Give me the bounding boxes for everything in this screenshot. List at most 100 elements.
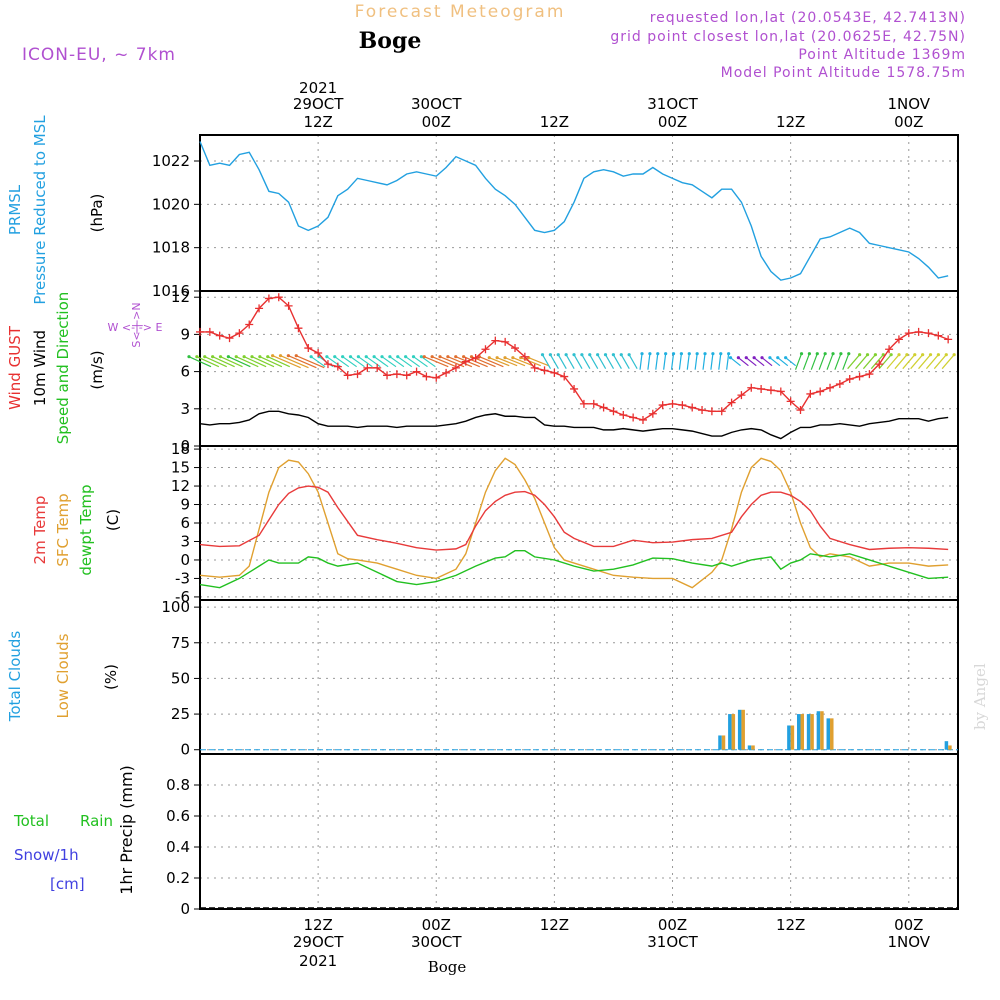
panel-wind: 0 3 6 9 12: [171, 288, 959, 455]
wind-arrow: [405, 356, 420, 368]
plot-panels: 1016101810201022036912-6-303691215180255…: [152, 134, 959, 918]
wind-speed-dir-label: Speed and Direction: [54, 292, 72, 445]
time-top-label: 2021: [299, 79, 337, 97]
gust-marker: [698, 406, 707, 415]
ytick-label: 3: [180, 532, 190, 550]
wind-arrow-head: [656, 352, 660, 356]
gust-marker: [323, 360, 332, 369]
wind-arrow-head: [823, 352, 827, 356]
wind-arrow: [280, 355, 309, 369]
wind-arrow: [834, 353, 842, 370]
wind-arrow-head: [839, 352, 843, 356]
gust-marker: [914, 327, 923, 336]
wind-arrow: [878, 354, 892, 370]
wind-arrow: [549, 354, 559, 369]
ytick-label: 1022: [152, 152, 190, 170]
gust-marker: [255, 304, 264, 313]
wind-arrow-head: [564, 353, 568, 357]
wind-arrow: [694, 353, 698, 370]
gust-marker: [304, 344, 313, 353]
t2m-line: [199, 485, 949, 551]
wind-arrow: [541, 354, 552, 369]
legend-snow-unit: [cm]: [50, 875, 85, 893]
wind-arrow-head: [588, 353, 592, 357]
gust-marker: [225, 334, 234, 343]
panel-frame: [199, 290, 959, 447]
panel-clouds: 0 25 50 75 100: [161, 598, 959, 759]
wind-arrow-head: [679, 352, 683, 356]
wind-arrow-head: [341, 355, 345, 359]
gust-marker: [471, 353, 480, 362]
ytick-label: 15: [171, 459, 190, 477]
gust-marker: [885, 345, 894, 354]
wind-arrow-head: [548, 353, 552, 357]
total-cloud-bar: [944, 741, 949, 750]
total-cloud-bar: [826, 718, 831, 750]
wind-arrow: [802, 353, 810, 370]
legend-rain: Rain: [80, 812, 113, 830]
wind-arrow: [818, 353, 826, 370]
wind-arrow-head: [411, 355, 416, 359]
wind10m-line: [199, 410, 949, 440]
wind-arrow: [565, 354, 575, 369]
gust-marker: [717, 407, 726, 416]
gust-line: [200, 296, 949, 421]
wind-arrow-head: [611, 353, 615, 357]
wind-arrow: [826, 353, 834, 370]
wind-arrow: [259, 356, 283, 368]
panel-frame: [199, 134, 959, 292]
low-cloud-bar: [731, 714, 736, 750]
time-bottom-label: 00Z: [422, 916, 451, 934]
wind-arrow: [557, 354, 567, 369]
total-cloud-bar: [816, 711, 821, 750]
time-top-label: 29OCT: [293, 95, 344, 113]
wind-arrow: [597, 354, 607, 369]
gust-marker: [343, 371, 352, 380]
wind-arrow-head: [250, 355, 254, 359]
wind-arrow: [710, 353, 714, 370]
wind-arrow-head: [226, 355, 230, 359]
total-cloud-bar: [806, 714, 811, 750]
low-cloud-bar: [721, 735, 726, 750]
wind-arrow-head: [687, 352, 691, 356]
gust-marker: [865, 370, 874, 379]
time-bottom-label: 12Z: [303, 916, 332, 934]
wind-arrow-head: [603, 353, 608, 357]
dewpt-label: dewpt Temp: [77, 484, 95, 575]
gust-marker: [589, 399, 598, 408]
wind-arrow: [272, 355, 301, 369]
wind-arrow-head: [936, 353, 941, 357]
ytick-label: 12: [171, 288, 190, 306]
gust-marker: [550, 368, 559, 377]
wind-unit: (m/s): [88, 350, 106, 389]
wind-arrow: [794, 353, 803, 370]
low-cloud-bar: [741, 709, 745, 750]
wind-arrow: [512, 357, 534, 367]
wind-arrow: [918, 354, 931, 370]
wind-arrow: [925, 354, 939, 370]
wind-arrow: [855, 354, 868, 370]
wind-arrow-head: [333, 355, 337, 359]
total-cloud-bar: [787, 725, 791, 750]
gust-marker: [264, 294, 273, 303]
wind-arrow: [389, 356, 405, 368]
wind-arrow-head: [768, 356, 772, 360]
wind-arrow: [589, 354, 599, 369]
wind-gust-label: Wind GUST: [6, 325, 24, 410]
gust-marker: [373, 363, 382, 372]
wind-arrow: [288, 355, 317, 369]
wind-arrow: [243, 356, 267, 368]
wind-arrow: [220, 356, 243, 368]
gust-marker: [235, 329, 244, 338]
gust-marker: [796, 406, 805, 415]
gust-marker: [747, 383, 756, 392]
gust-marker: [855, 372, 864, 381]
wind-arrow-head: [422, 355, 426, 359]
wind-arrow: [810, 353, 818, 370]
gust-marker: [363, 363, 372, 372]
wind-arrow-head: [211, 355, 215, 359]
wind-arrow-head: [648, 352, 652, 356]
wind-arrow-head: [372, 355, 376, 359]
gust-marker: [540, 366, 549, 375]
ytick-label: 3: [180, 400, 190, 418]
